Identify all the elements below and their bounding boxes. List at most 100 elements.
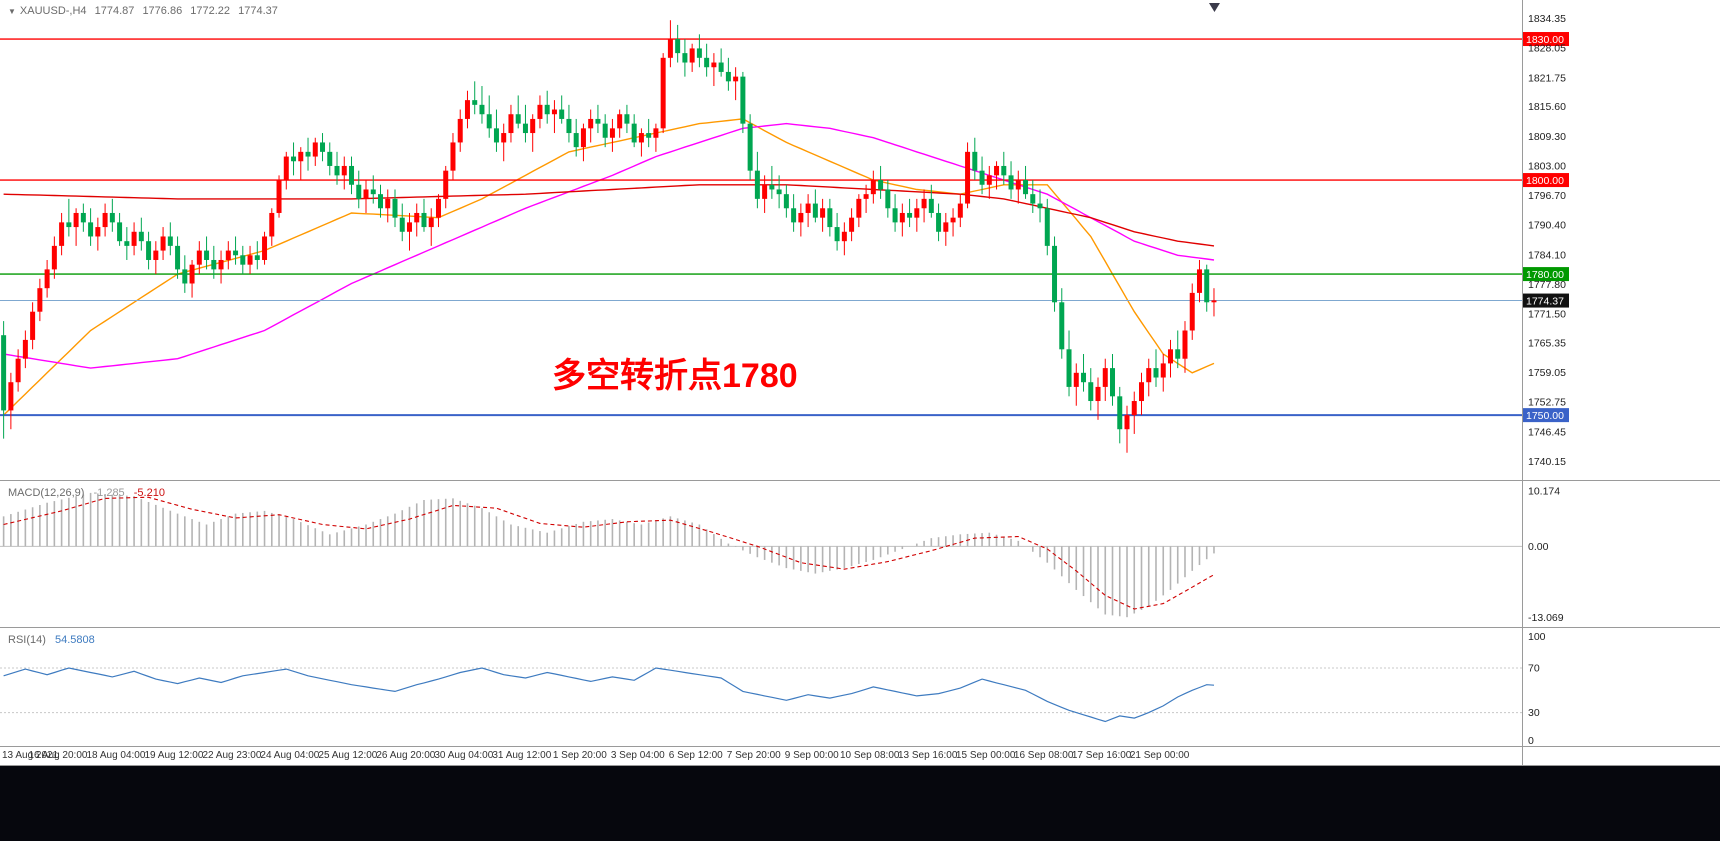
price-axis-tick: 1815.60 — [1528, 101, 1566, 113]
candle-body — [573, 133, 579, 148]
candle-body — [979, 170, 985, 185]
candle-body — [1037, 203, 1043, 209]
candle-body — [276, 180, 282, 213]
candle-body — [225, 250, 231, 260]
rsi-panel: 100 70 30 0 — [0, 631, 1546, 747]
price-axis-tick: 1834.35 — [1528, 13, 1566, 25]
candle-body — [530, 118, 536, 134]
candle-body — [1196, 269, 1202, 293]
macd-signal-line — [3, 496, 1215, 610]
candle-body — [51, 245, 57, 270]
candle-body — [696, 48, 702, 58]
price-axis-tick: 1784.10 — [1528, 249, 1566, 261]
candle-body — [508, 114, 514, 134]
candle-body — [435, 198, 441, 218]
candle-body — [472, 100, 478, 105]
candle-body — [1146, 368, 1152, 383]
level-price-tag[interactable] — [1523, 173, 1569, 188]
candle-body — [320, 142, 326, 152]
candle-body — [189, 264, 195, 284]
ma-magenta-line — [3, 122, 1215, 369]
time-axis-label: 13 Sep 16:00 — [898, 750, 958, 761]
candle-body — [160, 236, 166, 251]
candle-body — [965, 151, 971, 204]
candle-body — [762, 184, 768, 199]
candle-body — [73, 212, 79, 228]
candle-body — [972, 151, 978, 171]
candle-body — [631, 123, 637, 143]
candle-body — [914, 208, 920, 218]
candle-body — [240, 255, 246, 265]
price-axis: 1834.35 1828.05 1821.75 1815.60 1809.30 1803.… — [1528, 13, 1566, 468]
ohlc-close: 1774.37 — [238, 5, 278, 17]
candle-body — [675, 39, 681, 54]
chart-shift-marker-icon[interactable] — [1208, 3, 1220, 12]
time-axis-label: 21 Sep 00:00 — [1130, 750, 1190, 761]
candle-body — [1023, 180, 1029, 195]
candle-body — [117, 222, 123, 242]
candle-body — [994, 165, 1000, 176]
candle-body — [892, 208, 898, 223]
candle-body — [247, 255, 253, 265]
candle-body — [30, 311, 36, 340]
rsi-line — [3, 667, 1215, 723]
time-axis-label: 3 Sep 04:00 — [611, 750, 665, 761]
candle-body — [820, 208, 826, 218]
candle-body — [392, 198, 398, 218]
candle-body — [37, 288, 43, 312]
time-axis-label: 18 Aug 04:00 — [86, 750, 145, 761]
candle-body — [312, 142, 318, 157]
macd-axis-tick: 0.00 — [1528, 541, 1549, 553]
candle-body — [464, 100, 470, 119]
rsi-value: 54.5808 — [54, 634, 95, 646]
candle-body — [1015, 180, 1021, 190]
candle-body — [791, 208, 797, 223]
candle-body — [1088, 382, 1094, 402]
time-axis-label: 26 Aug 20:00 — [376, 750, 435, 761]
time-axis-label: 17 Sep 16:00 — [1072, 750, 1132, 761]
price-axis-tick: 1771.50 — [1528, 309, 1566, 321]
ohlc-high: 1776.86 — [142, 5, 183, 17]
candle-body — [457, 118, 463, 143]
candle-body — [580, 128, 586, 148]
candle-body — [1160, 363, 1166, 378]
macd-main-value: -1.285 — [93, 487, 125, 499]
bottom-dark-area — [0, 766, 1720, 841]
candle-body — [406, 222, 412, 232]
candle-body — [805, 203, 811, 213]
candle-body — [1, 335, 7, 411]
price-axis-tick: 1803.00 — [1528, 160, 1566, 172]
candle-body — [167, 236, 173, 246]
time-axis-label: 16 Aug 20:00 — [29, 750, 88, 761]
candle-body — [88, 222, 94, 237]
candle-body — [1167, 349, 1173, 364]
ma-red-line — [3, 184, 1215, 247]
level-price-tag[interactable] — [1523, 267, 1569, 282]
candle-body — [153, 250, 159, 260]
time-axis-label: 7 Sep 20:00 — [727, 750, 781, 761]
candle-body — [522, 123, 528, 134]
time-axis-label: 13 Aug 2021 — [2, 750, 59, 761]
macd-signal-value: -5.210 — [133, 487, 165, 499]
candle-body — [733, 76, 739, 82]
candle-body — [653, 128, 659, 138]
candle-body — [8, 382, 14, 411]
candle-body — [588, 118, 594, 129]
candle-body — [936, 212, 942, 232]
candle-body — [233, 250, 239, 256]
level-price-tag[interactable] — [1523, 408, 1569, 423]
level-price-tag[interactable] — [1523, 32, 1569, 47]
candle-body — [283, 156, 289, 181]
chart-text-annotation[interactable]: 多空转折点1780 — [552, 357, 798, 395]
time-axis-label: 30 Aug 04:00 — [434, 750, 493, 761]
candle-body — [1110, 368, 1116, 397]
candle-body — [638, 133, 644, 143]
candle-body — [704, 57, 710, 68]
candle-body — [204, 250, 210, 260]
candle-body — [812, 203, 818, 218]
candle-body — [863, 194, 869, 199]
time-axis-label: 24 Aug 04:00 — [260, 750, 319, 761]
symbol-dropdown-icon[interactable]: ▼ — [8, 7, 16, 16]
